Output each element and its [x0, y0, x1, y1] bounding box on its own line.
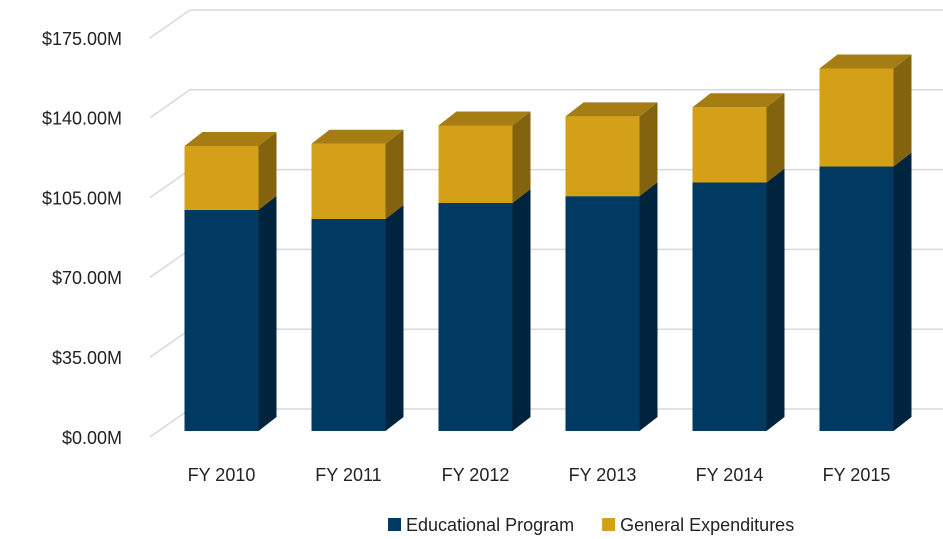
bar — [819, 166, 894, 431]
bar-top — [438, 111, 531, 126]
bar — [565, 116, 640, 197]
bar-top — [819, 54, 912, 69]
y-tick-label: $105.00M — [42, 188, 122, 208]
bar — [565, 196, 640, 431]
bar — [184, 146, 259, 210]
bar-top — [565, 102, 658, 117]
legend-swatch — [602, 518, 616, 531]
y-tick-label: $35.00M — [52, 348, 122, 368]
x-tick-label: FY 2013 — [569, 465, 637, 485]
y-tick-label: $140.00M — [42, 109, 122, 129]
bar — [692, 107, 767, 183]
x-tick-label: FY 2012 — [442, 465, 510, 485]
bar-side — [766, 93, 785, 183]
x-tick-label: FY 2011 — [315, 465, 381, 485]
y-tick-label: $70.00M — [52, 268, 122, 288]
bar-side — [639, 182, 658, 431]
bar-side — [258, 195, 277, 431]
bar — [819, 68, 894, 167]
bar-side — [385, 204, 404, 431]
bar — [438, 125, 513, 203]
bar-side — [512, 111, 531, 203]
legend-swatch — [388, 518, 401, 531]
legend-label: General Expenditures — [620, 515, 794, 535]
y-tick-label: $0.00M — [62, 428, 122, 448]
bar-side — [893, 152, 912, 431]
legend-label: Educational Program — [406, 515, 574, 535]
x-tick-label: FY 2015 — [823, 465, 891, 485]
bar-top — [311, 129, 404, 144]
bar-top — [184, 132, 277, 146]
bar-side — [893, 54, 912, 167]
grid-line — [149, 89, 943, 119]
x-tick-label: FY 2010 — [188, 465, 256, 485]
bar-top — [692, 93, 785, 108]
bar — [438, 203, 513, 431]
bar — [184, 209, 259, 431]
bar-side — [639, 102, 658, 197]
x-tick-label: FY 2014 — [696, 465, 764, 485]
bar — [692, 182, 767, 431]
bar-side — [258, 132, 277, 210]
grid-line — [149, 9, 943, 39]
bar-side — [512, 189, 531, 431]
bar-side — [766, 168, 785, 432]
bar — [311, 218, 386, 431]
bar-side — [385, 129, 404, 219]
bar — [311, 143, 386, 219]
y-tick-label: $175.00M — [42, 29, 122, 49]
